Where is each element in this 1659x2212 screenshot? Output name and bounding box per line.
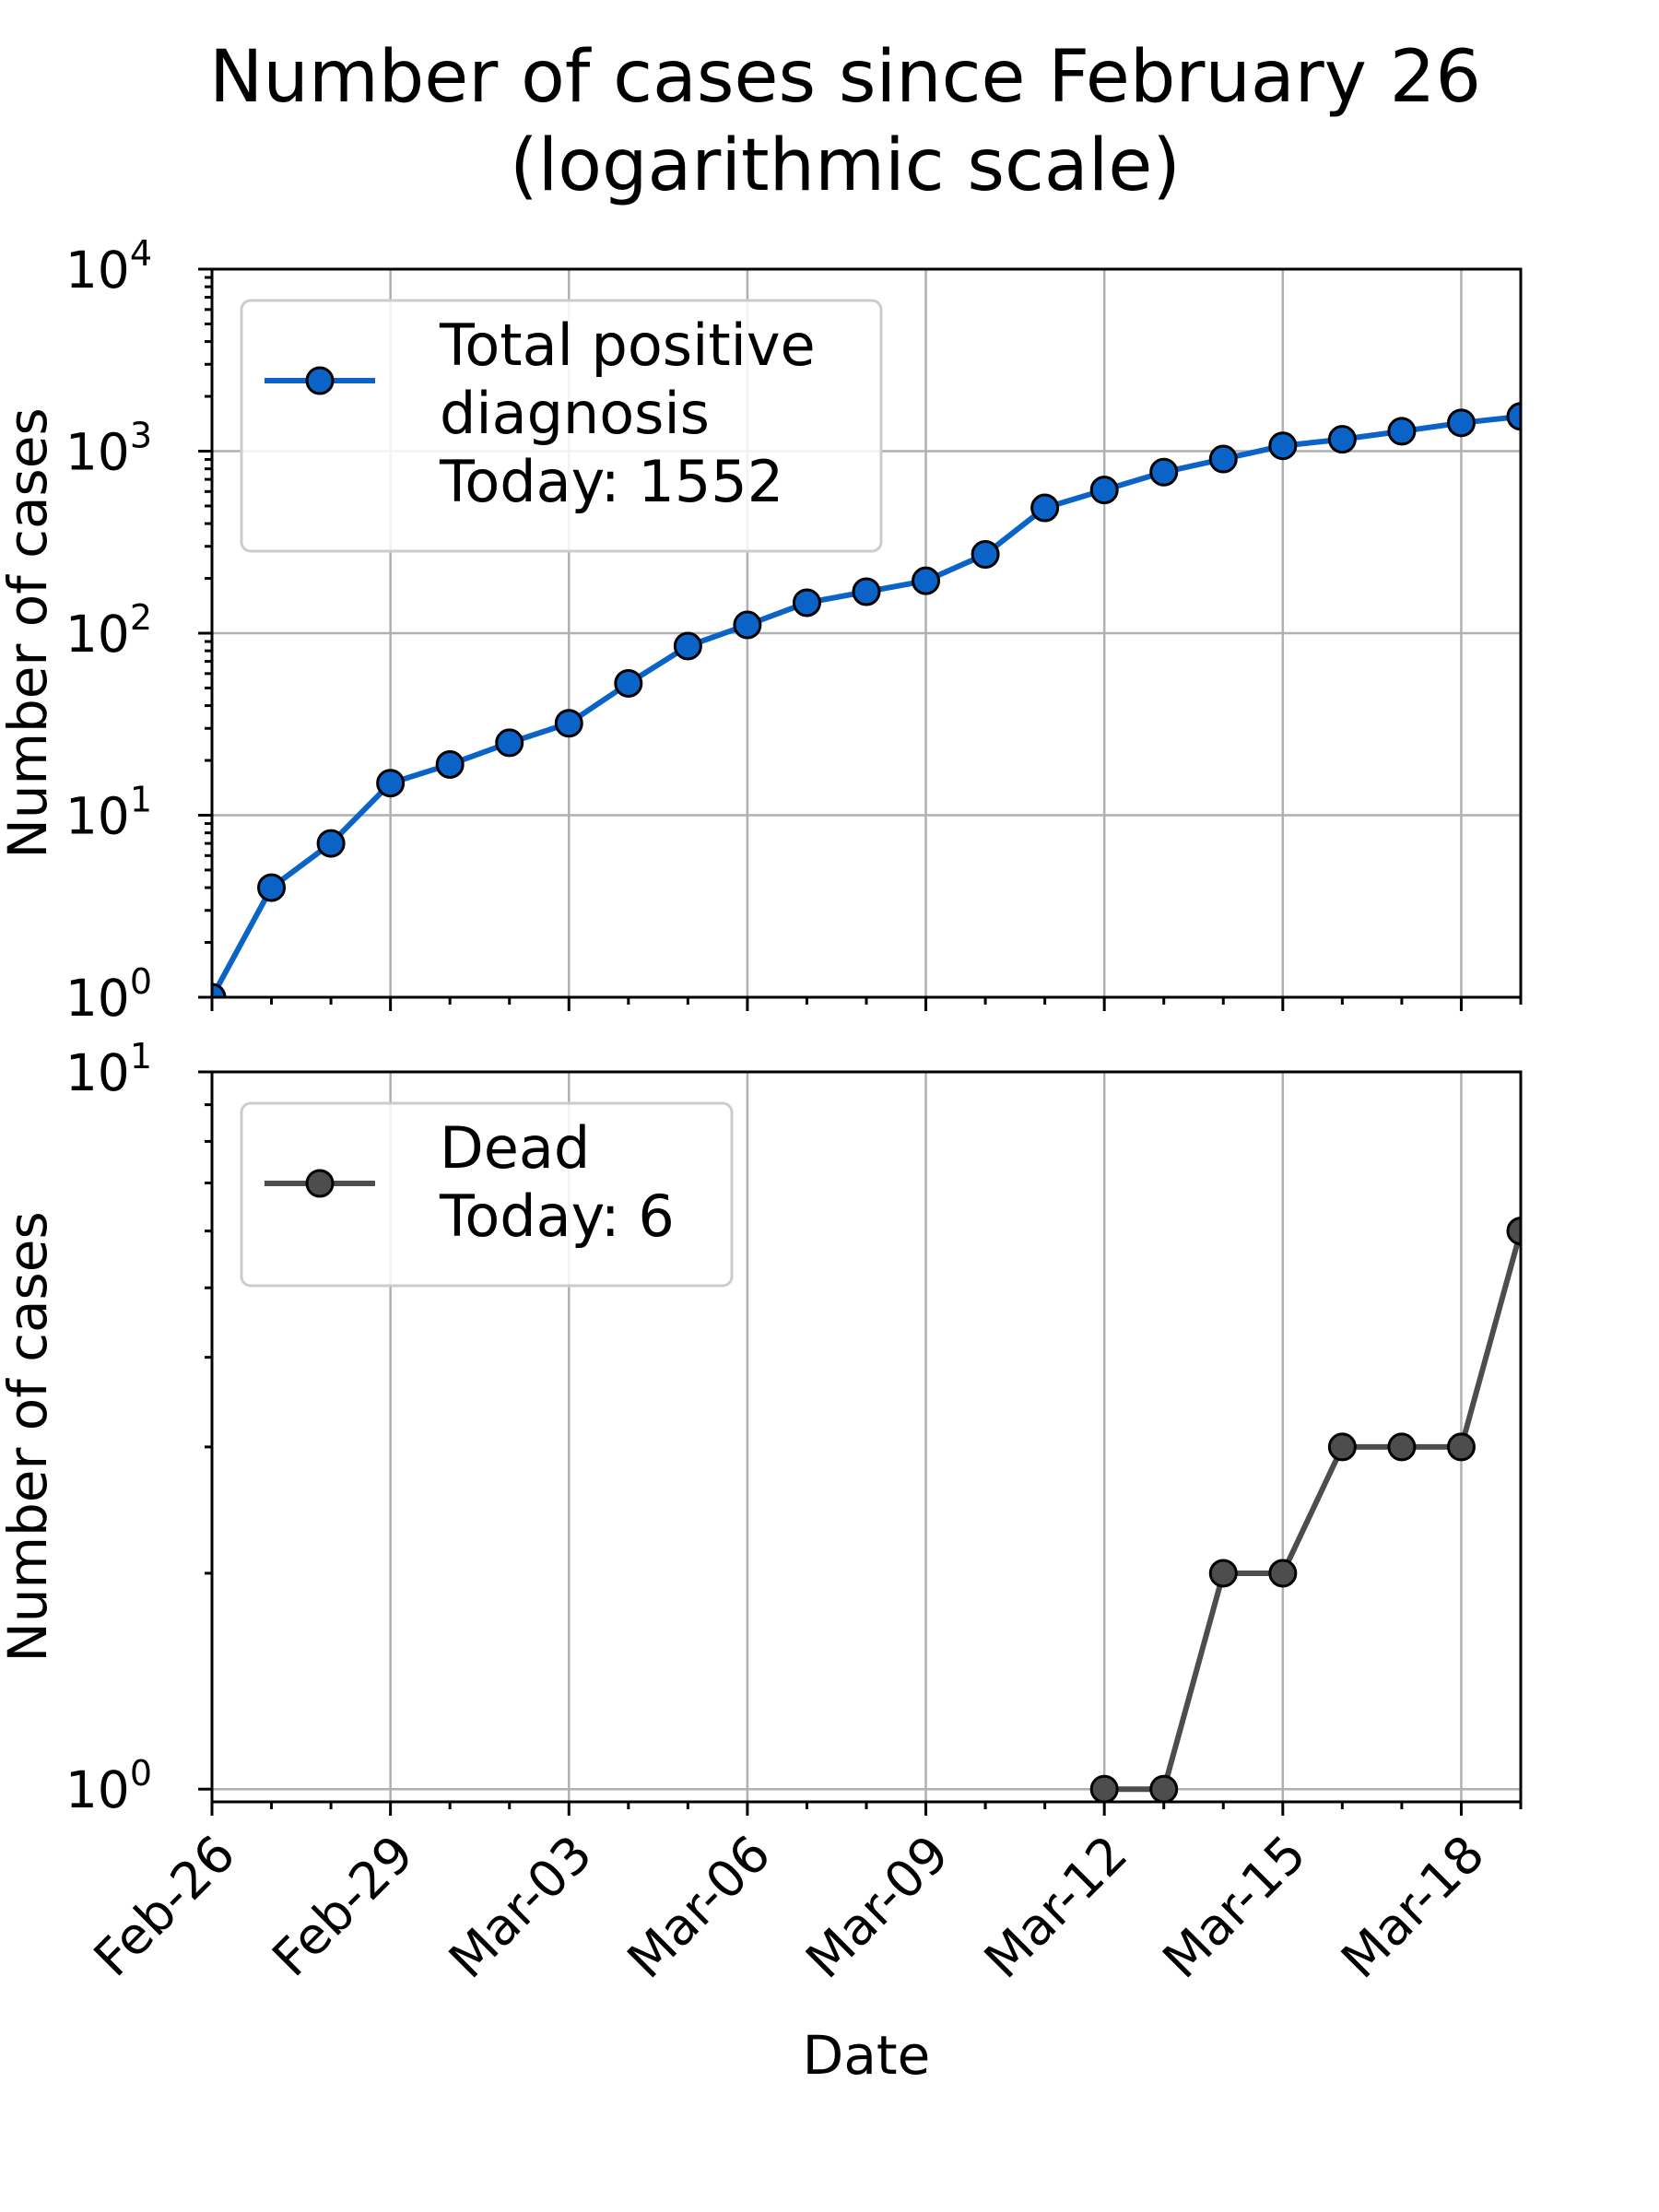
x-tick-label: Mar-09 xyxy=(794,1824,960,1990)
y-tick-base: 10 xyxy=(65,605,130,664)
data-point xyxy=(316,829,346,858)
data-point xyxy=(1089,476,1119,505)
data-point xyxy=(1149,1774,1179,1802)
y-axis-label: Number of cases xyxy=(0,1211,59,1662)
data-point xyxy=(852,577,881,606)
data-point xyxy=(257,873,287,902)
x-tick-label: Feb-29 xyxy=(261,1824,425,1988)
data-point xyxy=(1327,425,1357,454)
y-tick-base: 10 xyxy=(65,423,130,482)
y-tick-label: 101 xyxy=(65,1036,152,1102)
series-group xyxy=(1089,1217,1521,1802)
data-point xyxy=(1268,1559,1298,1588)
y-tick-base: 10 xyxy=(65,241,130,300)
data-point xyxy=(1387,417,1417,446)
chart-title: Number of cases since February 26 (logari… xyxy=(209,36,1481,207)
y-axis-label: Number of cases xyxy=(0,407,59,858)
legend-label: Dead Today: 6 xyxy=(439,1114,675,1250)
data-point xyxy=(673,631,702,661)
data-point xyxy=(1446,408,1476,438)
x-tick-label: Mar-15 xyxy=(1151,1824,1317,1990)
x-axis: Feb-26 Feb-29 Mar-03 Mar-06 Mar-09 Mar-12 Mar-… xyxy=(83,1824,1496,2087)
y-tick-label: 100 xyxy=(65,1753,152,1819)
data-point xyxy=(554,709,583,738)
x-tick-label: Mar-03 xyxy=(438,1824,604,1990)
data-point xyxy=(1327,1432,1357,1462)
y-tick-exponent: 0 xyxy=(130,961,152,1002)
y-tick-exponent: 1 xyxy=(130,780,152,820)
x-tick-label: Mar-06 xyxy=(616,1824,782,1990)
data-point xyxy=(912,566,941,595)
data-point xyxy=(792,588,821,618)
x-tick-label: Feb-26 xyxy=(83,1824,247,1988)
chart-title-line: (logarithmic scale) xyxy=(510,124,1181,207)
legend-marker xyxy=(305,1169,335,1198)
y-tick-exponent: 2 xyxy=(130,597,152,638)
data-point xyxy=(1208,444,1238,474)
legend-label-line: Today: 6 xyxy=(439,1182,675,1250)
legend-box xyxy=(240,299,883,553)
data-point xyxy=(1446,1432,1476,1462)
data-point xyxy=(1208,1559,1238,1588)
legend-label-line: Today: 1552 xyxy=(439,448,783,515)
legend-label-line: Dead xyxy=(440,1114,590,1182)
data-point xyxy=(435,749,465,779)
data-point xyxy=(212,982,227,997)
y-tick-base: 10 xyxy=(65,969,130,1028)
x-tick-label: Mar-18 xyxy=(1330,1824,1496,1990)
data-point xyxy=(1149,457,1179,487)
y-tick-base: 10 xyxy=(65,1760,130,1819)
legend-box xyxy=(240,1101,734,1288)
y-tick-label: 102 xyxy=(65,597,152,664)
y-tick-exponent: 0 xyxy=(130,1753,152,1794)
y-tick-base: 10 xyxy=(65,787,130,846)
data-point xyxy=(1387,1432,1417,1462)
chart-title-line: Number of cases since February 26 xyxy=(209,36,1481,119)
data-point xyxy=(495,728,524,758)
y-tick-label: 103 xyxy=(65,416,152,482)
y-tick-exponent: 3 xyxy=(130,416,152,456)
y-tick-label: 101 xyxy=(65,780,152,846)
y-tick-label: 100 xyxy=(65,961,152,1028)
series-group xyxy=(212,402,1521,997)
legend-label-line: Total positive xyxy=(439,312,816,379)
x-axis-label: Date xyxy=(803,2024,931,2087)
data-point xyxy=(1506,402,1521,431)
data-point xyxy=(1506,1217,1521,1246)
data-point xyxy=(1030,493,1060,523)
legend-label: Total positive diagnosis Today: 1552 xyxy=(439,312,816,515)
data-point xyxy=(1268,431,1298,461)
data-point xyxy=(614,668,643,698)
legend-label-line: diagnosis xyxy=(440,380,710,447)
x-tick-label: Mar-12 xyxy=(973,1824,1139,1990)
y-tick-base: 10 xyxy=(65,1043,130,1102)
data-point xyxy=(1089,1774,1119,1802)
legend-marker xyxy=(305,366,335,395)
series-line xyxy=(1101,1230,1521,1802)
data-point xyxy=(971,539,1000,569)
y-tick-exponent: 1 xyxy=(130,1036,152,1077)
y-tick-exponent: 4 xyxy=(130,233,152,274)
data-point xyxy=(376,769,406,798)
y-tick-label: 104 xyxy=(65,233,152,300)
data-point xyxy=(733,610,762,640)
